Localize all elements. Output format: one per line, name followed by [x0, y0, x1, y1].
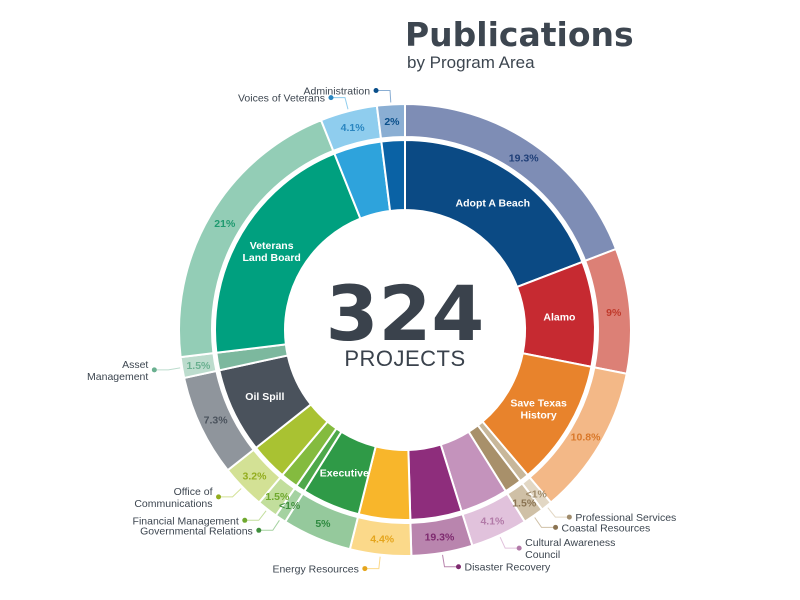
inner-label-save-texas-history: Save Texas	[510, 398, 567, 410]
leader-line-governmental-relations	[258, 520, 280, 531]
callout-label-asset-management: Management	[87, 371, 148, 383]
callout-label-coastal-resources: Coastal Resources	[562, 522, 651, 534]
inner-label-oil-spill: Oil Spill	[245, 391, 284, 403]
inner-label-alamo: Alamo	[543, 312, 575, 324]
pct-label-administration: 2%	[384, 116, 400, 128]
pct-label-cultural-awareness-council: 4.1%	[480, 515, 505, 527]
leader-line-energy-resources	[364, 556, 381, 570]
callout-label-cultural-awareness-council: Cultural Awareness	[525, 537, 615, 549]
outer-slice-administration	[375, 102, 406, 140]
donut-rings	[178, 102, 632, 557]
leader-line-professional-services	[547, 507, 570, 518]
pct-label-asset-management: 1.5%	[186, 360, 211, 372]
callout-dot-governmental-relations	[256, 527, 262, 533]
callout-label-professional-services: Professional Services	[575, 512, 676, 524]
callout-dot-disaster-recovery	[456, 564, 462, 570]
pct-label-coastal-resources: 1.5%	[512, 497, 537, 509]
inner-label-executive: Executive	[320, 468, 369, 480]
callout-label-asset-management: Asset	[122, 359, 148, 371]
pct-label-alamo: 9%	[606, 307, 622, 319]
inner-label-adopt-a-beach: Adopt A Beach	[456, 197, 530, 209]
pct-label-professional-services: <1%	[526, 488, 548, 500]
callout-label-voices-of-veterans: Voices of Veterans	[238, 93, 325, 105]
callout-dot-administration	[373, 87, 379, 93]
callout-label-cultural-awareness-council: Council	[525, 549, 560, 561]
leader-line-administration	[376, 89, 392, 103]
callout-dot-coastal-resources	[553, 524, 559, 530]
callout-dot-asset-management	[151, 367, 157, 373]
center-label: PROJECTS	[344, 346, 465, 371]
callout-label-disaster-recovery: Disaster Recovery	[465, 562, 552, 574]
leader-line-asset-management	[154, 367, 181, 371]
callout-dot-financial-management	[242, 517, 248, 523]
callout-dot-cultural-awareness-council	[516, 545, 522, 551]
callout-label-administration: Administration	[304, 85, 371, 97]
callout-dot-voices-of-veterans	[328, 95, 334, 101]
pct-label-financial-management: 1.5%	[265, 491, 290, 503]
pct-label-save-texas-history: 10.8%	[571, 431, 601, 443]
callout-dot-energy-resources	[362, 566, 368, 572]
callout-label-office-of-communications: Office of	[174, 486, 213, 498]
pct-label-disaster-recovery: 19.3%	[425, 532, 455, 544]
leader-line-coastal-resources	[534, 517, 556, 528]
pct-label-executive: 5%	[315, 518, 331, 530]
callout-label-office-of-communications: Communications	[134, 498, 212, 510]
callout-label-energy-resources: Energy Resources	[272, 564, 358, 576]
chart-subtitle: by Program Area	[407, 53, 535, 72]
inner-slice-administration	[380, 138, 406, 213]
callout-dot-office-of-communications	[216, 494, 222, 500]
callout-label-governmental-relations: Governmental Relations	[140, 525, 253, 537]
pct-label-office-of-communications: 3.2%	[242, 471, 267, 483]
pct-label-oil-spill: 7.3%	[204, 415, 229, 427]
inner-label-save-texas-history: History	[520, 410, 556, 422]
pct-label-voices-of-veterans: 4.1%	[341, 122, 366, 134]
callout-label-financial-management: Financial Management	[133, 515, 239, 527]
inner-label-veterans-land-board: Land Board	[242, 252, 300, 264]
leader-line-financial-management	[244, 510, 267, 521]
inner-label-veterans-land-board: Veterans	[250, 240, 294, 252]
pct-label-adopt-a-beach: 19.3%	[509, 152, 539, 164]
leader-line-voices-of-veterans	[330, 97, 349, 110]
leader-line-office-of-communications	[218, 488, 242, 498]
slice-labels: 19.3% Adopt A Beach 9% Alamo 10.8% Save Texas…	[87, 85, 676, 575]
callout-dot-professional-services	[566, 514, 572, 520]
pct-label-veterans-land-board: 21%	[214, 218, 236, 230]
leader-line-disaster-recovery	[442, 554, 459, 568]
pct-label-energy-resources: 4.4%	[370, 533, 395, 545]
pct-label-governmental-relations: <1%	[279, 500, 301, 512]
center-value: 324	[326, 269, 485, 358]
leader-line-cultural-awareness-council	[499, 536, 520, 549]
chart-title: Publications	[405, 15, 634, 54]
